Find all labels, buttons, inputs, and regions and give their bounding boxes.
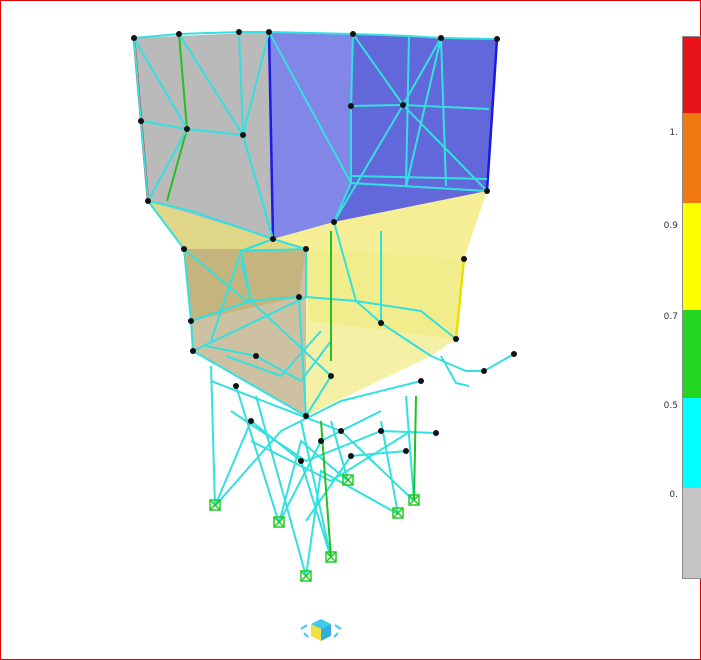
legend-tick: 1. [669,128,678,138]
green-members [320,231,417,559]
fixed-support-icon [209,474,420,582]
upper-left-grey-panel [134,32,273,239]
legend-band-yellow [682,203,701,310]
legend-tick: 0.5 [663,401,678,411]
legend-tick: 0.9 [663,221,678,231]
view-cube-icon[interactable] [300,619,342,641]
upper-blue-front-panel [269,32,353,239]
blue-edge [267,31,275,240]
blue-edge-right [485,38,499,192]
legend-border [682,36,701,579]
yellow-edge [454,258,466,340]
lower-front-panel [306,249,464,416]
upper-blue-right-panel [334,34,497,222]
legend-band-cyan [682,398,701,488]
cyan-members [133,31,515,577]
legend-tick: 0.7 [663,312,678,322]
legend-tick: 0. [669,490,678,500]
joints [131,29,517,464]
legend-band-orange [682,113,701,203]
legend-band-green [682,310,701,398]
legend-band-grey [682,488,701,579]
legend-band-red [682,36,701,113]
